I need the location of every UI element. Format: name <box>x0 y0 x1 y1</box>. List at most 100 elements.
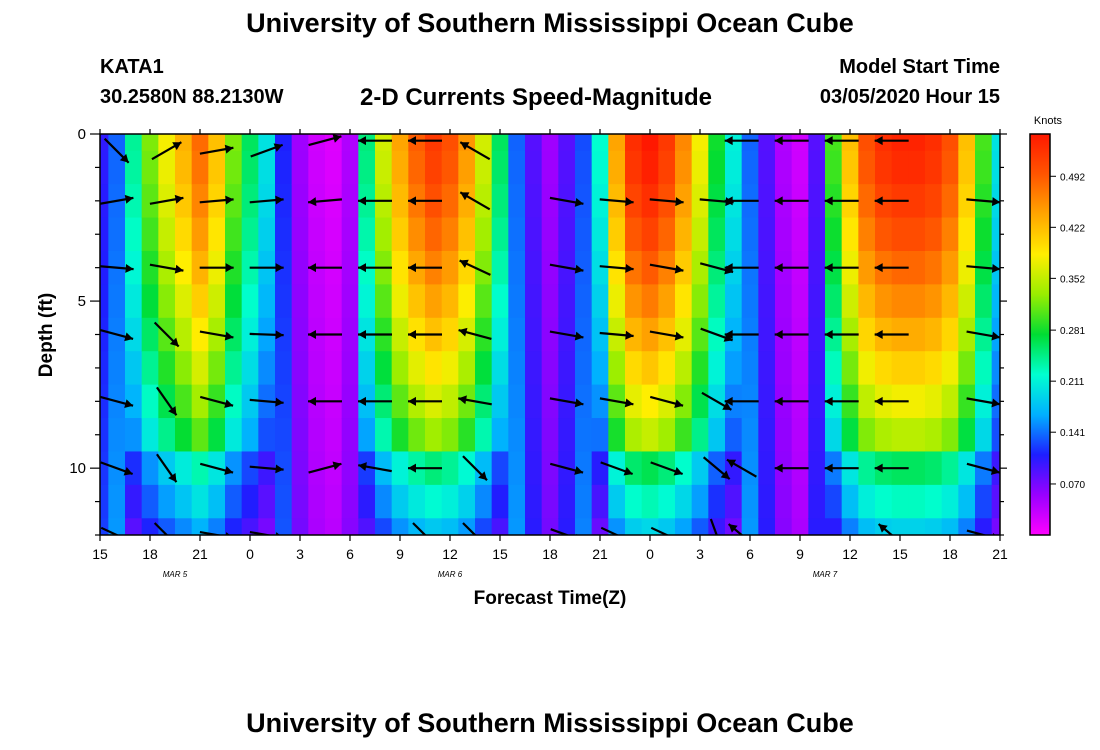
heatmap-cell <box>658 518 676 535</box>
heatmap-cell <box>925 284 943 319</box>
heatmap-cell <box>141 250 159 285</box>
heatmap-cell <box>291 484 309 519</box>
heatmap-cell <box>575 351 593 386</box>
heatmap-cell <box>341 150 359 185</box>
current-vector-arrow <box>649 197 684 207</box>
heatmap-cell <box>508 150 526 185</box>
heatmap-cell <box>591 150 609 185</box>
heatmap-cell <box>291 134 309 152</box>
heatmap-cell <box>791 284 809 319</box>
heatmap-cell <box>941 384 959 419</box>
heatmap-cell <box>908 451 926 486</box>
x-tick-label: 12 <box>842 546 858 562</box>
heatmap-cell <box>525 384 543 419</box>
heatmap-cell <box>191 351 209 386</box>
current-vector-arrow <box>824 196 859 206</box>
heatmap-cell <box>925 384 943 419</box>
heatmap-cell <box>100 250 109 285</box>
heatmap-cell <box>425 351 443 386</box>
heatmap-cell <box>808 351 826 386</box>
current-vector-arrow <box>824 396 859 406</box>
heatmap-cell <box>275 451 293 486</box>
heatmap-cell <box>225 217 243 252</box>
heatmap-cell <box>441 351 459 386</box>
heatmap-cell <box>125 134 143 152</box>
heatmap-cell <box>208 217 226 252</box>
heatmap-cell <box>825 150 843 185</box>
heatmap-cell <box>925 217 943 252</box>
current-vector-arrow <box>358 462 392 473</box>
current-vector-arrow <box>308 330 342 339</box>
current-vector-arrow <box>726 458 757 478</box>
heatmap-cell <box>258 518 276 535</box>
heatmap-cell <box>525 317 543 352</box>
heatmap-cell <box>875 284 893 319</box>
heatmap-cell <box>458 150 476 185</box>
current-vector-arrow <box>249 195 284 205</box>
heatmap-cell <box>158 351 176 386</box>
heatmap-cell <box>308 518 326 535</box>
heatmap-cell <box>808 184 826 219</box>
heatmap-cell <box>475 384 493 419</box>
x-tick-label: 3 <box>696 546 704 562</box>
heatmap-cell <box>991 518 1000 535</box>
heatmap-cell <box>100 284 109 319</box>
heatmap-cell <box>741 484 759 519</box>
heatmap-cell <box>675 451 693 486</box>
current-vector-arrow <box>649 395 684 409</box>
heatmap-cell <box>191 217 209 252</box>
heatmap-cell <box>175 351 193 386</box>
heatmap-cell <box>575 384 593 419</box>
heatmap-cell <box>991 418 1000 453</box>
heatmap-cell <box>225 317 243 352</box>
heatmap-cell <box>808 250 826 285</box>
heatmap-cell <box>325 351 343 386</box>
x-tick-label: 15 <box>492 546 508 562</box>
heatmap-cell <box>175 518 193 535</box>
heatmap-cell <box>941 250 959 285</box>
heatmap-cell <box>441 150 459 185</box>
heatmap-cell <box>108 284 126 319</box>
heatmap-cell <box>208 351 226 386</box>
heatmap-cell <box>891 134 909 152</box>
heatmap-cell <box>608 134 626 152</box>
current-vector-arrow <box>709 518 718 535</box>
heatmap-cell <box>825 418 843 453</box>
heatmap-cell <box>925 134 943 152</box>
heatmap-cell <box>508 250 526 285</box>
heatmap-cell <box>208 284 226 319</box>
current-vector-arrow <box>649 263 684 274</box>
heatmap-cell <box>425 418 443 453</box>
heatmap-cell <box>108 484 126 519</box>
heatmap-cell <box>358 351 376 386</box>
heatmap-cell <box>691 518 709 535</box>
heatmap-cell <box>558 351 576 386</box>
current-vector-arrow <box>459 259 491 276</box>
heatmap-cell <box>175 250 193 285</box>
current-vector-arrow <box>599 330 634 340</box>
heatmap-cell <box>575 418 593 453</box>
heatmap-cell <box>341 284 359 319</box>
heatmap-cell <box>191 451 209 486</box>
heatmap-cell <box>575 518 593 535</box>
heatmap-cell <box>541 384 559 419</box>
heatmap-cell <box>341 451 359 486</box>
heatmap-cell <box>808 451 826 486</box>
heatmap-cell <box>225 484 243 519</box>
current-vector-arrow <box>100 461 134 476</box>
heatmap-cell <box>725 150 743 185</box>
heatmap-cell <box>525 518 543 535</box>
heatmap-cell <box>958 451 976 486</box>
heatmap-cell <box>575 250 593 285</box>
heatmap-cell <box>991 351 1000 386</box>
heatmap-cell <box>158 284 176 319</box>
heatmap-cell <box>891 418 909 453</box>
heatmap-cell <box>125 451 143 486</box>
x-tick-label: 9 <box>396 546 404 562</box>
current-vector-arrow <box>408 196 442 206</box>
heatmap-cell <box>858 317 876 352</box>
current-vector-arrow <box>462 522 477 535</box>
heatmap-cell <box>725 217 743 252</box>
heatmap-cell <box>441 418 459 453</box>
x-tick-label: 21 <box>192 546 208 562</box>
